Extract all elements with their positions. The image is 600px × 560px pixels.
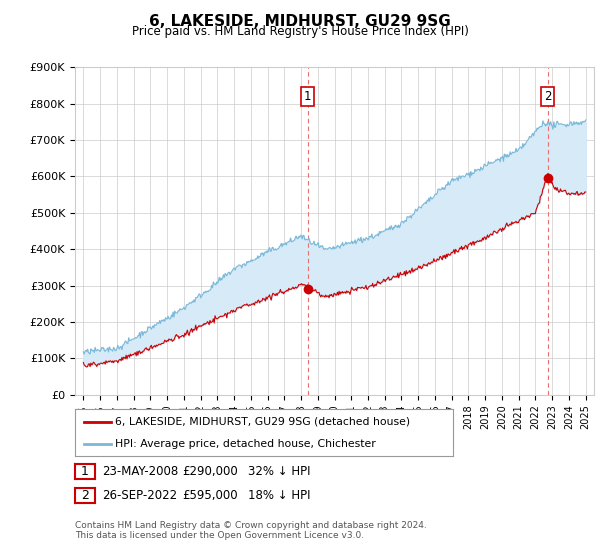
Text: 1: 1 [304,90,311,103]
Text: £595,000: £595,000 [182,489,238,502]
Text: 1: 1 [81,465,89,478]
Text: 2: 2 [544,90,551,103]
Text: Contains HM Land Registry data © Crown copyright and database right 2024.
This d: Contains HM Land Registry data © Crown c… [75,521,427,540]
Text: 6, LAKESIDE, MIDHURST, GU29 9SG: 6, LAKESIDE, MIDHURST, GU29 9SG [149,14,451,29]
Text: 6, LAKESIDE, MIDHURST, GU29 9SG (detached house): 6, LAKESIDE, MIDHURST, GU29 9SG (detache… [115,417,410,427]
Text: 23-MAY-2008: 23-MAY-2008 [102,465,178,478]
Text: 18% ↓ HPI: 18% ↓ HPI [248,489,310,502]
Text: 2: 2 [81,489,89,502]
Text: £290,000: £290,000 [182,465,238,478]
Text: 26-SEP-2022: 26-SEP-2022 [102,489,177,502]
Text: Price paid vs. HM Land Registry's House Price Index (HPI): Price paid vs. HM Land Registry's House … [131,25,469,38]
Text: 32% ↓ HPI: 32% ↓ HPI [248,465,310,478]
Text: HPI: Average price, detached house, Chichester: HPI: Average price, detached house, Chic… [115,438,376,449]
